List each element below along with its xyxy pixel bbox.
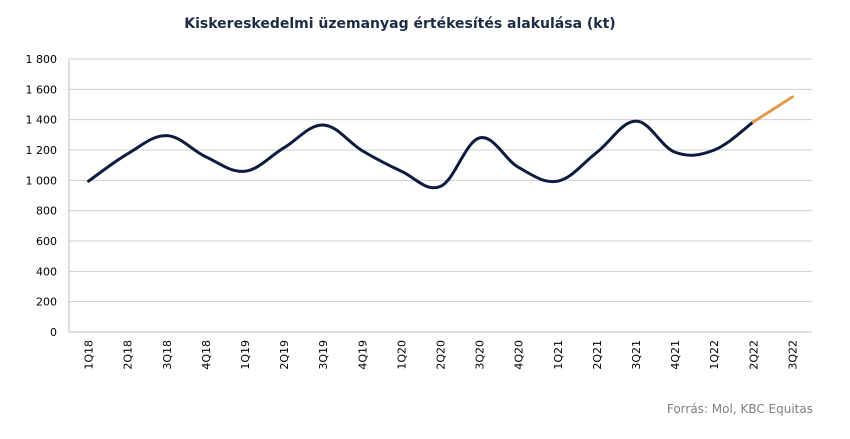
x-tick-label: 3Q22 bbox=[786, 340, 799, 370]
source-note: Forrás: Mol, KBC Equitas bbox=[666, 402, 813, 416]
x-tick-label: 2Q21 bbox=[591, 340, 604, 370]
series-lines bbox=[87, 95, 794, 190]
x-tick-label: 1Q21 bbox=[552, 340, 565, 370]
x-tick-label: 1Q20 bbox=[395, 340, 408, 370]
x-tick-label: 3Q18 bbox=[161, 340, 174, 370]
x-tick-label: 4Q19 bbox=[356, 340, 369, 370]
chart-title: Kiskereskedelmi üzemanyag értékesítés al… bbox=[184, 16, 616, 32]
y-tick-label: 800 bbox=[36, 205, 57, 218]
x-tick-label: 4Q18 bbox=[200, 340, 213, 370]
y-tick-label: 400 bbox=[36, 265, 57, 278]
y-tick-label: 600 bbox=[36, 235, 57, 248]
x-tick-label: 2Q19 bbox=[278, 340, 291, 370]
x-tick-label: 4Q21 bbox=[669, 340, 682, 370]
x-tick-label: 1Q19 bbox=[239, 340, 252, 370]
x-tick-label: 2Q18 bbox=[122, 340, 135, 370]
x-tick-label: 4Q20 bbox=[513, 340, 526, 370]
y-tick-label: 200 bbox=[36, 296, 57, 309]
y-tick-label: 0 bbox=[50, 326, 57, 339]
y-tick-label: 1 800 bbox=[26, 53, 58, 66]
x-tick-labels: 1Q18 2Q18 3Q18 4Q18 1Q19 2Q19 3Q19 4Q19 1Q20 2Q20… bbox=[83, 340, 800, 370]
x-tick-label: 3Q20 bbox=[474, 340, 487, 370]
axes bbox=[68, 59, 812, 333]
x-tick-label: 3Q19 bbox=[317, 340, 330, 370]
y-tick-label: 1 600 bbox=[26, 83, 58, 96]
x-tick-label: 3Q21 bbox=[630, 340, 643, 370]
x-tick-label: 2Q22 bbox=[747, 340, 760, 370]
y-tick-labels: 0 200 400 600 800 1 000 1 200 1 400 1 600 1 800 bbox=[26, 53, 58, 339]
y-tick-label: 1 200 bbox=[26, 144, 58, 157]
x-tick-label: 1Q18 bbox=[83, 340, 96, 370]
series-line-actual bbox=[87, 119, 755, 190]
x-tick-label: 1Q22 bbox=[708, 340, 721, 370]
x-tick-label: 2Q20 bbox=[435, 340, 448, 370]
gridlines bbox=[69, 58, 812, 303]
y-tick-label: 1 400 bbox=[26, 114, 58, 127]
series-line-forecast bbox=[751, 95, 794, 124]
y-tick-label: 1 000 bbox=[26, 174, 58, 187]
